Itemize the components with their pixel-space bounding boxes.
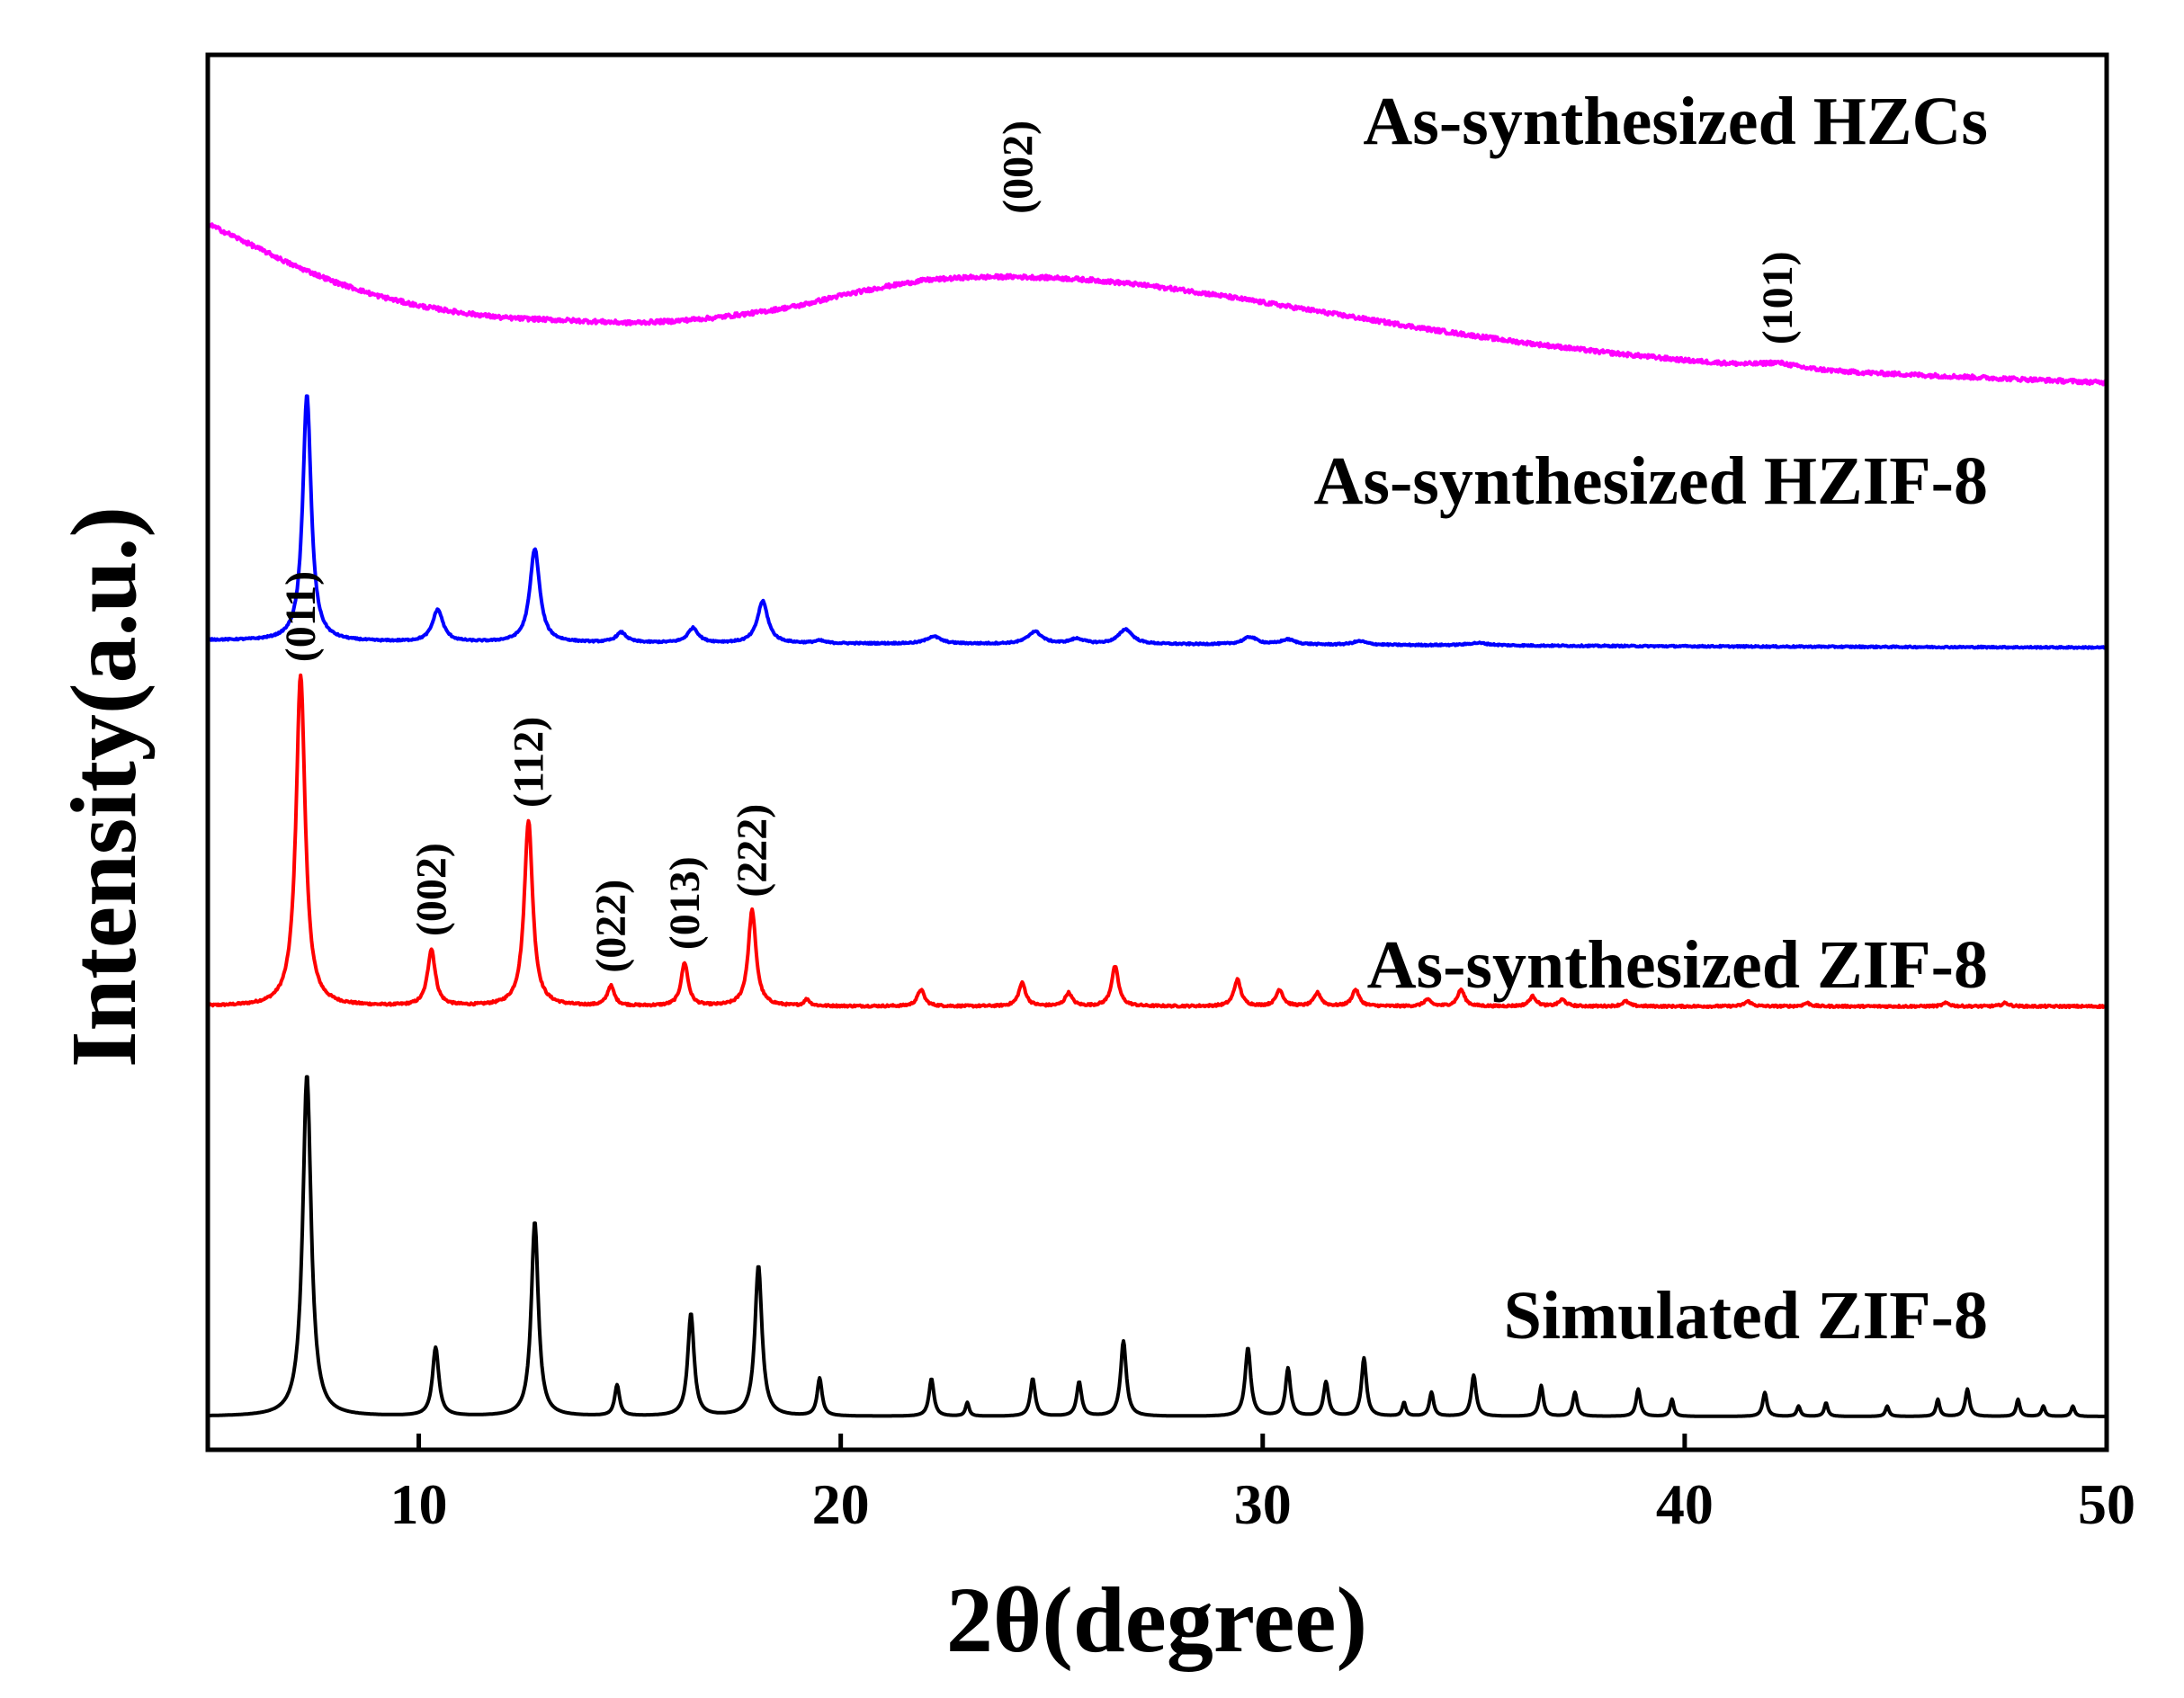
x-tick-label: 20 <box>812 1472 870 1536</box>
peak-annotation: (002) <box>995 121 1043 214</box>
x-tick-label: 50 <box>2078 1472 2135 1536</box>
peak-annotation: (013) <box>661 856 709 950</box>
series-label-as-synthesized-zif-8: As-synthesized ZIF-8 <box>1367 927 1988 1003</box>
series-label-simulated-zif-8: Simulated ZIF-8 <box>1504 1278 1988 1354</box>
axis-layer: 10 20 30 40 50 <box>390 1434 2135 1536</box>
series-label-as-synthesized-hzif-8: As-synthesized HZIF-8 <box>1314 443 1988 519</box>
series-line-as-synthesized-hzcs <box>206 220 2108 387</box>
series-line-as-synthesized-zif-8 <box>206 673 2108 1009</box>
peak-annotation: (022) <box>587 880 635 973</box>
peak-annotation: (002) <box>408 843 456 936</box>
series-layer <box>206 220 2108 1418</box>
plot-frame <box>205 52 2109 1452</box>
peak-annotation: (101) <box>1754 251 1802 344</box>
x-tick-label: 40 <box>1656 1472 1714 1536</box>
x-tick-label: 30 <box>1234 1472 1292 1536</box>
series-label-as-synthesized-hzcs: As-synthesized HZCs <box>1363 84 1988 159</box>
peak-annotation: (112) <box>506 717 553 808</box>
annotation-layer: As-synthesized HZCs As-synthesized HZIF-8… <box>277 84 1988 1354</box>
x-tick-label: 10 <box>390 1472 448 1536</box>
series-line-as-synthesized-hzif-8 <box>206 394 2108 650</box>
peak-annotation: (222) <box>729 804 776 898</box>
peak-annotation: (011) <box>277 571 325 662</box>
y-axis-title: Intensity(a.u.) <box>52 506 156 1068</box>
x-axis-title: 2θ(degree) <box>946 1568 1367 1672</box>
series-line-simulated-zif-8 <box>206 1075 2108 1418</box>
